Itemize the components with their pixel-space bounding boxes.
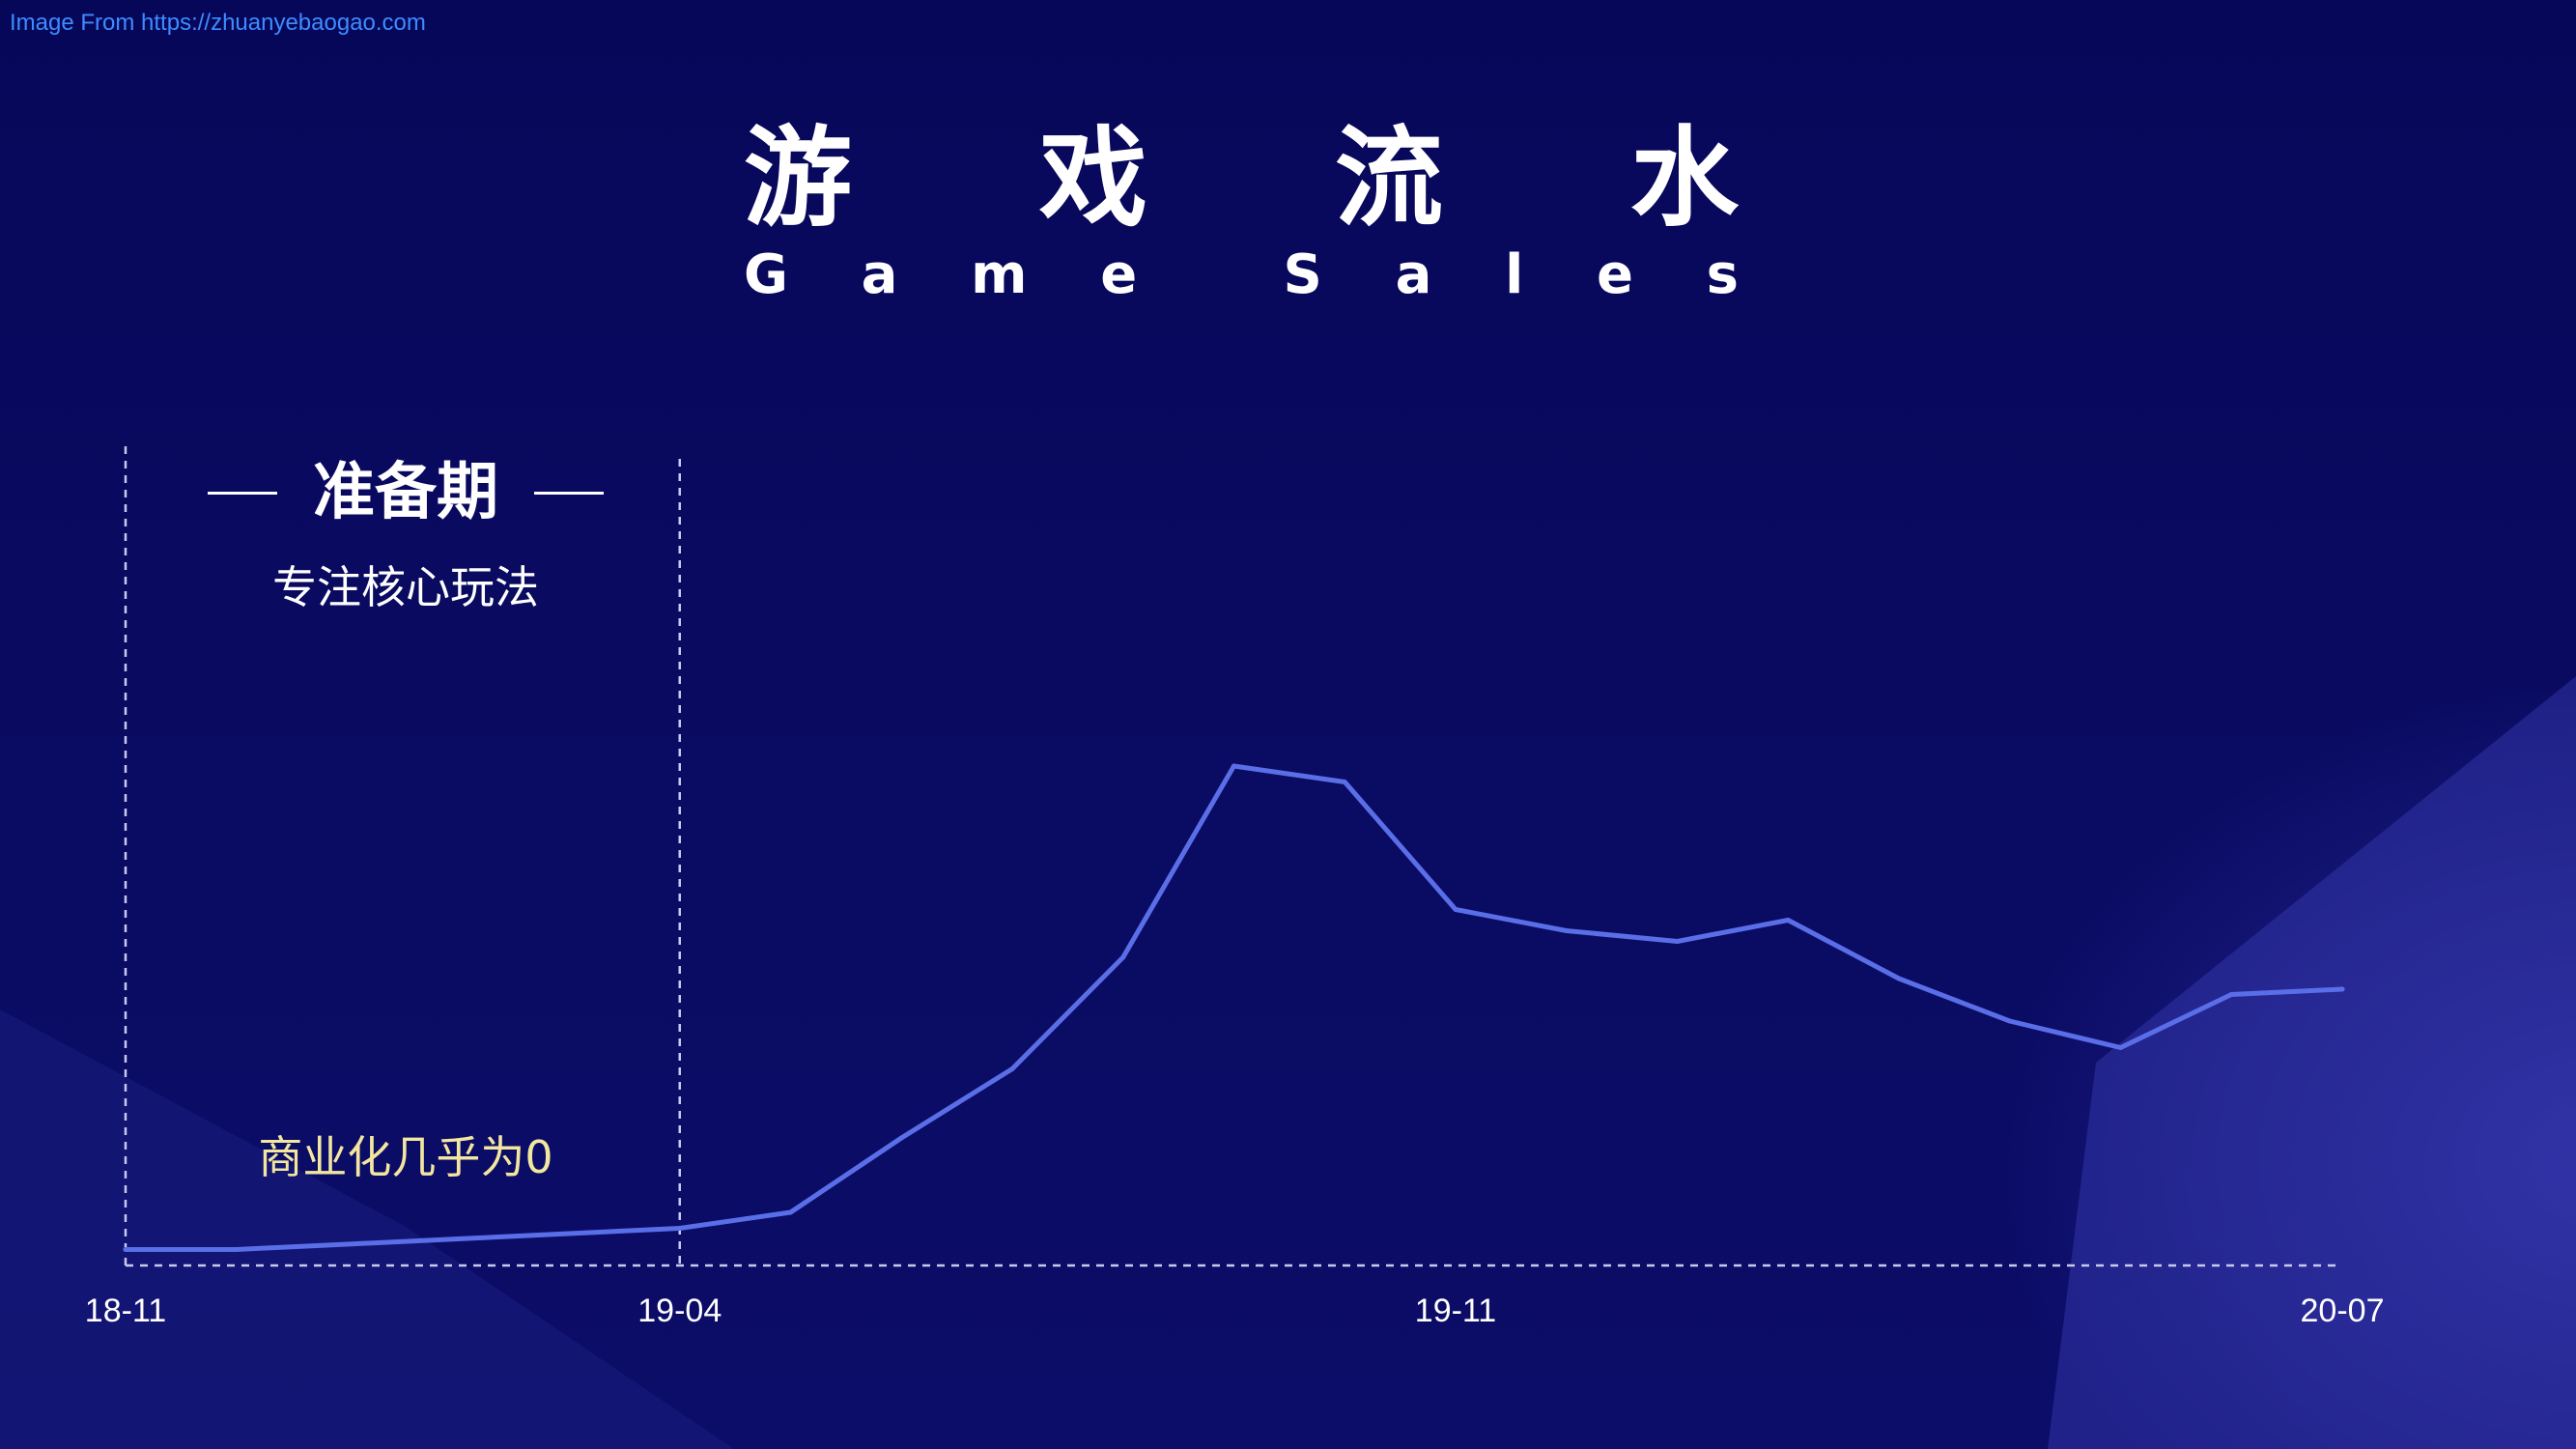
subtitle-char: l: [1505, 243, 1524, 306]
data-point: [455, 1236, 461, 1241]
subtitle-char: a: [1395, 243, 1432, 306]
data-point: [345, 1241, 350, 1247]
subtitle-char: m: [971, 243, 1028, 306]
x-tick-labels: 18-11 19-04 19-11 20-07: [85, 1293, 2385, 1329]
data-point: [1342, 780, 1347, 784]
phase-dash-right: [534, 491, 604, 495]
background-shapes: [0, 676, 2576, 1449]
left-light-wedge: [0, 1009, 734, 1449]
x-tick-label: 19-04: [637, 1293, 722, 1329]
data-point: [677, 1226, 683, 1231]
title-char: 游: [744, 116, 852, 242]
x-tick-label: 19-11: [1415, 1293, 1496, 1329]
title-char: 戏: [1039, 116, 1147, 242]
data-point: [2007, 1018, 2013, 1024]
data-point: [1120, 954, 1126, 960]
data-point: [1896, 976, 1902, 981]
phase-label: 准备期: [313, 457, 498, 528]
x-tick-label: 20-07: [2301, 1293, 2385, 1329]
data-point: [2228, 992, 2234, 997]
data-point: [1009, 1066, 1015, 1071]
series-sales: [123, 763, 2345, 1252]
subtitle-char: S: [1283, 243, 1322, 306]
subtitle-char: e: [1596, 243, 1633, 306]
source-note: Image From https://zhuanyebaogao.com: [10, 10, 426, 36]
data-point: [123, 1247, 128, 1252]
preparation-period-box: [124, 446, 681, 1265]
data-point: [234, 1247, 240, 1252]
data-point: [1231, 763, 1236, 769]
data-point: [1564, 928, 1570, 933]
data-point: [2339, 986, 2345, 992]
subtitle-char: s: [1706, 243, 1739, 306]
subtitle-char: G: [744, 243, 788, 306]
title-char: 水: [1630, 116, 1739, 242]
data-point: [788, 1209, 793, 1215]
data-point: [566, 1231, 572, 1236]
phase-heading: 准备期: [208, 454, 604, 531]
chart-title: 游 戏 流 水: [744, 116, 1739, 242]
subtitle-char: a: [861, 243, 898, 306]
data-point: [898, 1135, 904, 1141]
phase-note: 商业化几乎为0: [258, 1131, 553, 1183]
phase-dash-left: [208, 491, 277, 495]
data-point: [1453, 907, 1458, 912]
title-char: 流: [1335, 116, 1443, 242]
data-point: [1675, 939, 1680, 944]
data-point: [2118, 1045, 2123, 1050]
right-light-wedge: [2048, 676, 2576, 1449]
x-tick-label: 18-11: [85, 1293, 166, 1329]
data-point: [1785, 918, 1791, 923]
phase-subtitle: 专注核心玩法: [272, 561, 539, 613]
chart-subtitle: G a m e S a l e s: [744, 242, 1739, 309]
subtitle-char: e: [1100, 243, 1138, 306]
